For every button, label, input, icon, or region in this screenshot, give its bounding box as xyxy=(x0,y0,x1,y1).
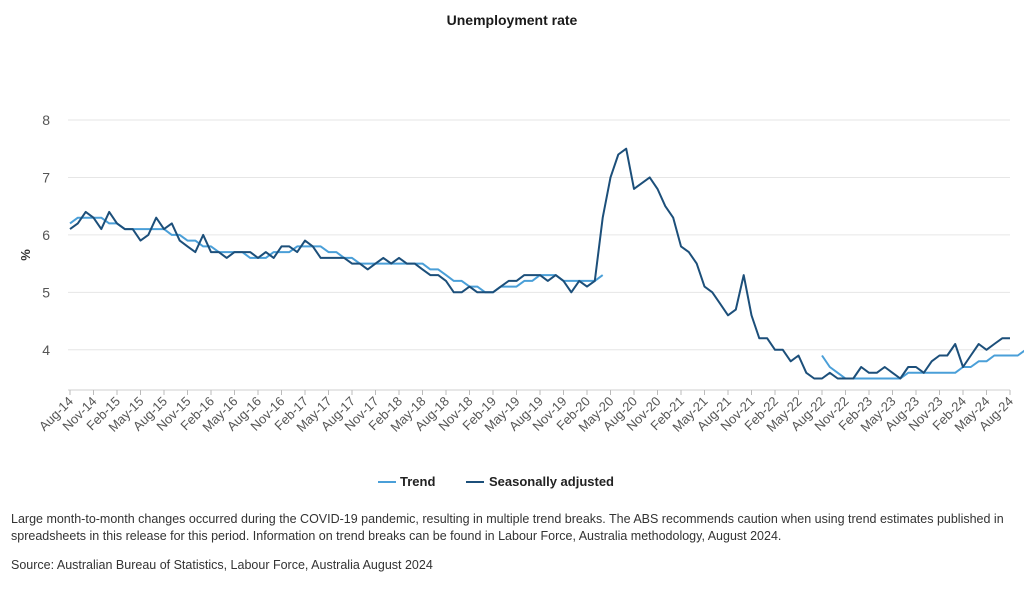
unemployment-chart: Unemployment rate 4 5 6 7 8 % Aug-14Nov-14Fe… xyxy=(18,12,1024,489)
y-tick-label: 7 xyxy=(42,169,50,185)
series-lines xyxy=(69,147,1024,380)
legend-label-trend: Trend xyxy=(400,474,435,489)
legend-item-seasonally-adjusted[interactable]: Seasonally adjusted xyxy=(466,474,614,489)
chart-source: Source: Australian Bureau of Statistics,… xyxy=(11,558,433,572)
y-tick-label: 4 xyxy=(42,342,50,358)
y-axis: 4 5 6 7 8 xyxy=(42,112,50,358)
series-line-trend[interactable] xyxy=(69,216,1024,380)
chart-note: Large month-to-month changes occurred du… xyxy=(11,512,1004,543)
y-axis-title: % xyxy=(18,249,33,261)
y-tick-label: 6 xyxy=(42,227,50,243)
legend-label-seasonally-adjusted: Seasonally adjusted xyxy=(489,474,614,489)
y-tick-label: 8 xyxy=(42,112,50,128)
chart-title: Unemployment rate xyxy=(447,12,578,28)
series-line-seasonally-adjusted[interactable] xyxy=(69,147,1010,380)
legend-item-trend[interactable]: Trend xyxy=(378,474,435,489)
grid-lines xyxy=(68,119,1010,351)
y-tick-label: 5 xyxy=(42,284,50,300)
x-axis: Aug-14Nov-14Feb-15May-15Aug-15Nov-15Feb-… xyxy=(36,390,1016,435)
legend: Trend Seasonally adjusted xyxy=(378,474,614,489)
